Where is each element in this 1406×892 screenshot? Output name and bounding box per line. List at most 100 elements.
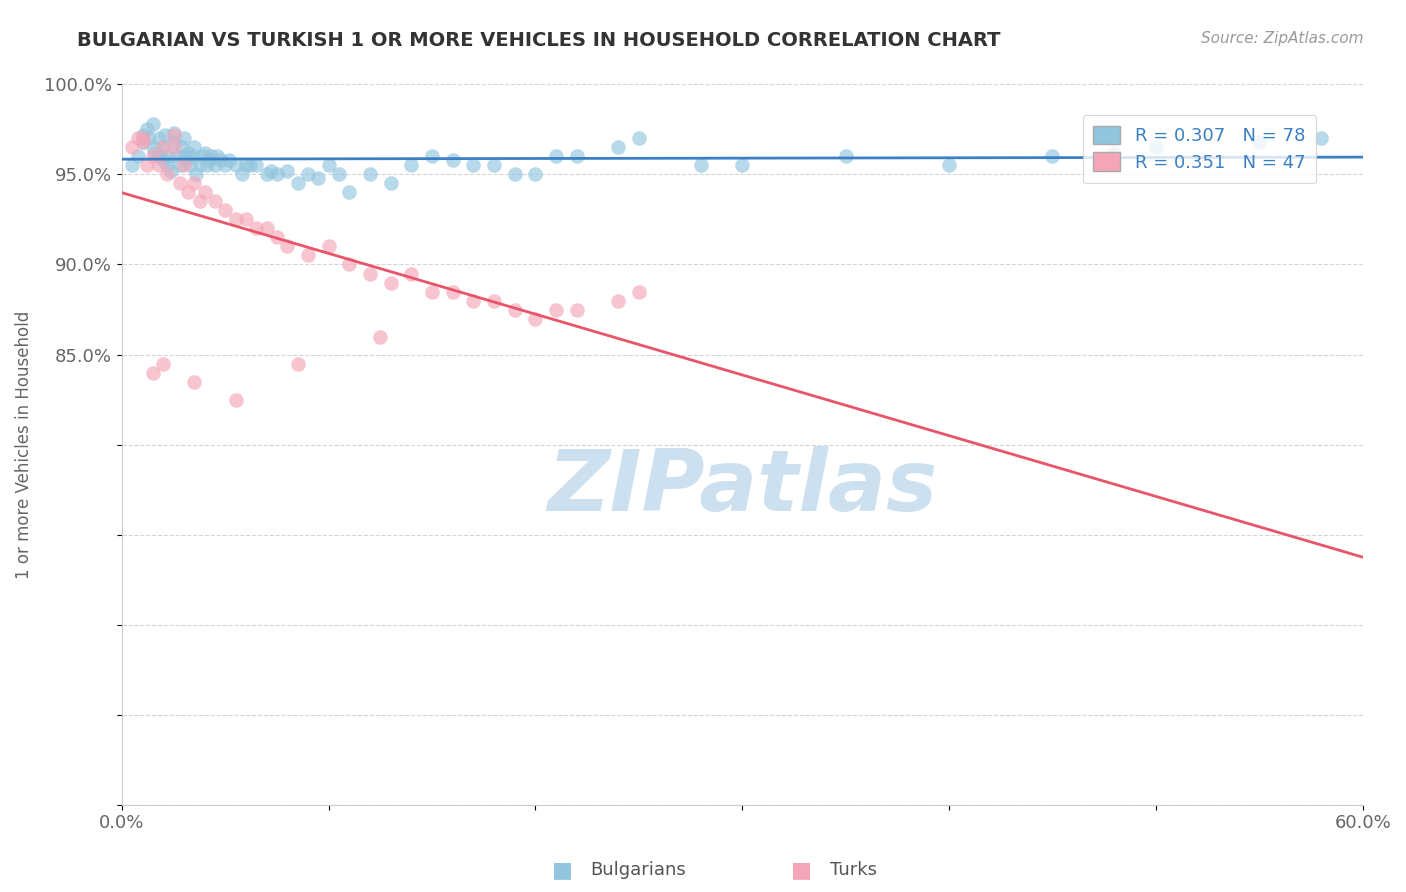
Point bbox=[337, 258, 360, 272]
Point bbox=[157, 149, 180, 163]
Point bbox=[177, 186, 200, 200]
Point bbox=[183, 177, 205, 191]
Point bbox=[482, 159, 505, 173]
Point bbox=[689, 159, 711, 173]
Point bbox=[225, 392, 247, 407]
Point bbox=[420, 149, 443, 163]
Point bbox=[235, 159, 257, 173]
Text: Source: ZipAtlas.com: Source: ZipAtlas.com bbox=[1201, 31, 1364, 46]
Point bbox=[245, 159, 267, 173]
Point bbox=[318, 239, 340, 253]
Text: Turks: Turks bbox=[830, 861, 876, 879]
Point bbox=[1042, 149, 1064, 163]
Point bbox=[152, 357, 174, 371]
Point bbox=[131, 135, 153, 149]
Point bbox=[463, 159, 485, 173]
Point bbox=[218, 153, 240, 167]
Point bbox=[231, 168, 253, 182]
Point bbox=[441, 285, 464, 299]
Point bbox=[156, 168, 179, 182]
Point bbox=[318, 159, 340, 173]
Legend: R = 0.307   N = 78, R = 0.351   N = 47: R = 0.307 N = 78, R = 0.351 N = 47 bbox=[1083, 115, 1316, 183]
Point bbox=[401, 159, 423, 173]
Point bbox=[143, 145, 166, 160]
Point bbox=[214, 159, 236, 173]
Point bbox=[328, 168, 350, 182]
Point bbox=[195, 159, 218, 173]
Point bbox=[205, 149, 228, 163]
Point bbox=[160, 164, 183, 178]
Point bbox=[627, 131, 650, 145]
Point bbox=[565, 302, 588, 317]
Point bbox=[165, 149, 187, 163]
Point bbox=[359, 267, 381, 281]
Point bbox=[463, 293, 485, 308]
Point bbox=[179, 159, 201, 173]
Point bbox=[169, 159, 191, 173]
Point bbox=[420, 285, 443, 299]
Point bbox=[170, 140, 193, 154]
Point bbox=[503, 302, 526, 317]
Point bbox=[142, 149, 165, 163]
Point bbox=[131, 135, 153, 149]
Point bbox=[173, 131, 195, 145]
Point bbox=[131, 131, 153, 145]
Point bbox=[225, 159, 247, 173]
Point bbox=[524, 168, 547, 182]
Y-axis label: 1 or more Vehicles in Household: 1 or more Vehicles in Household bbox=[15, 310, 32, 579]
Point bbox=[1104, 145, 1126, 160]
Text: ZIPatlas: ZIPatlas bbox=[547, 446, 938, 529]
Point bbox=[148, 131, 170, 145]
Point bbox=[260, 164, 283, 178]
Point bbox=[138, 131, 160, 145]
Point bbox=[155, 128, 177, 142]
Text: Bulgarians: Bulgarians bbox=[591, 861, 686, 879]
Text: BULGARIAN VS TURKISH 1 OR MORE VEHICLES IN HOUSEHOLD CORRELATION CHART: BULGARIAN VS TURKISH 1 OR MORE VEHICLES … bbox=[77, 31, 1001, 50]
Point bbox=[297, 168, 319, 182]
Point bbox=[162, 140, 184, 154]
Point bbox=[142, 366, 165, 380]
Point bbox=[1249, 135, 1271, 149]
Point bbox=[148, 149, 170, 163]
Point bbox=[380, 276, 402, 290]
Point bbox=[245, 221, 267, 235]
Point bbox=[162, 126, 184, 140]
Point bbox=[276, 164, 298, 178]
Point bbox=[152, 153, 174, 167]
Point bbox=[173, 159, 195, 173]
Point bbox=[121, 159, 143, 173]
Point bbox=[183, 140, 205, 154]
Point bbox=[235, 212, 257, 227]
Point bbox=[441, 153, 464, 167]
Point bbox=[607, 293, 630, 308]
Point bbox=[214, 203, 236, 218]
Point bbox=[380, 177, 402, 191]
Point bbox=[204, 194, 226, 209]
Point bbox=[834, 149, 856, 163]
Point bbox=[565, 149, 588, 163]
Point bbox=[135, 159, 157, 173]
Point bbox=[482, 293, 505, 308]
Point bbox=[1310, 131, 1333, 145]
Point bbox=[169, 177, 191, 191]
Text: ■: ■ bbox=[792, 860, 811, 880]
Point bbox=[287, 357, 309, 371]
Point bbox=[256, 168, 278, 182]
Point bbox=[121, 140, 143, 154]
Point bbox=[287, 177, 309, 191]
Point bbox=[193, 145, 215, 160]
Point bbox=[359, 168, 381, 182]
Point bbox=[193, 186, 215, 200]
Point bbox=[135, 122, 157, 136]
Point bbox=[938, 159, 960, 173]
Point bbox=[148, 159, 170, 173]
Point bbox=[190, 159, 212, 173]
Point bbox=[127, 149, 149, 163]
Point bbox=[204, 159, 226, 173]
Point bbox=[276, 239, 298, 253]
Point bbox=[152, 140, 174, 154]
Point bbox=[607, 140, 630, 154]
Point bbox=[209, 153, 232, 167]
Point bbox=[256, 221, 278, 235]
Point bbox=[524, 311, 547, 326]
